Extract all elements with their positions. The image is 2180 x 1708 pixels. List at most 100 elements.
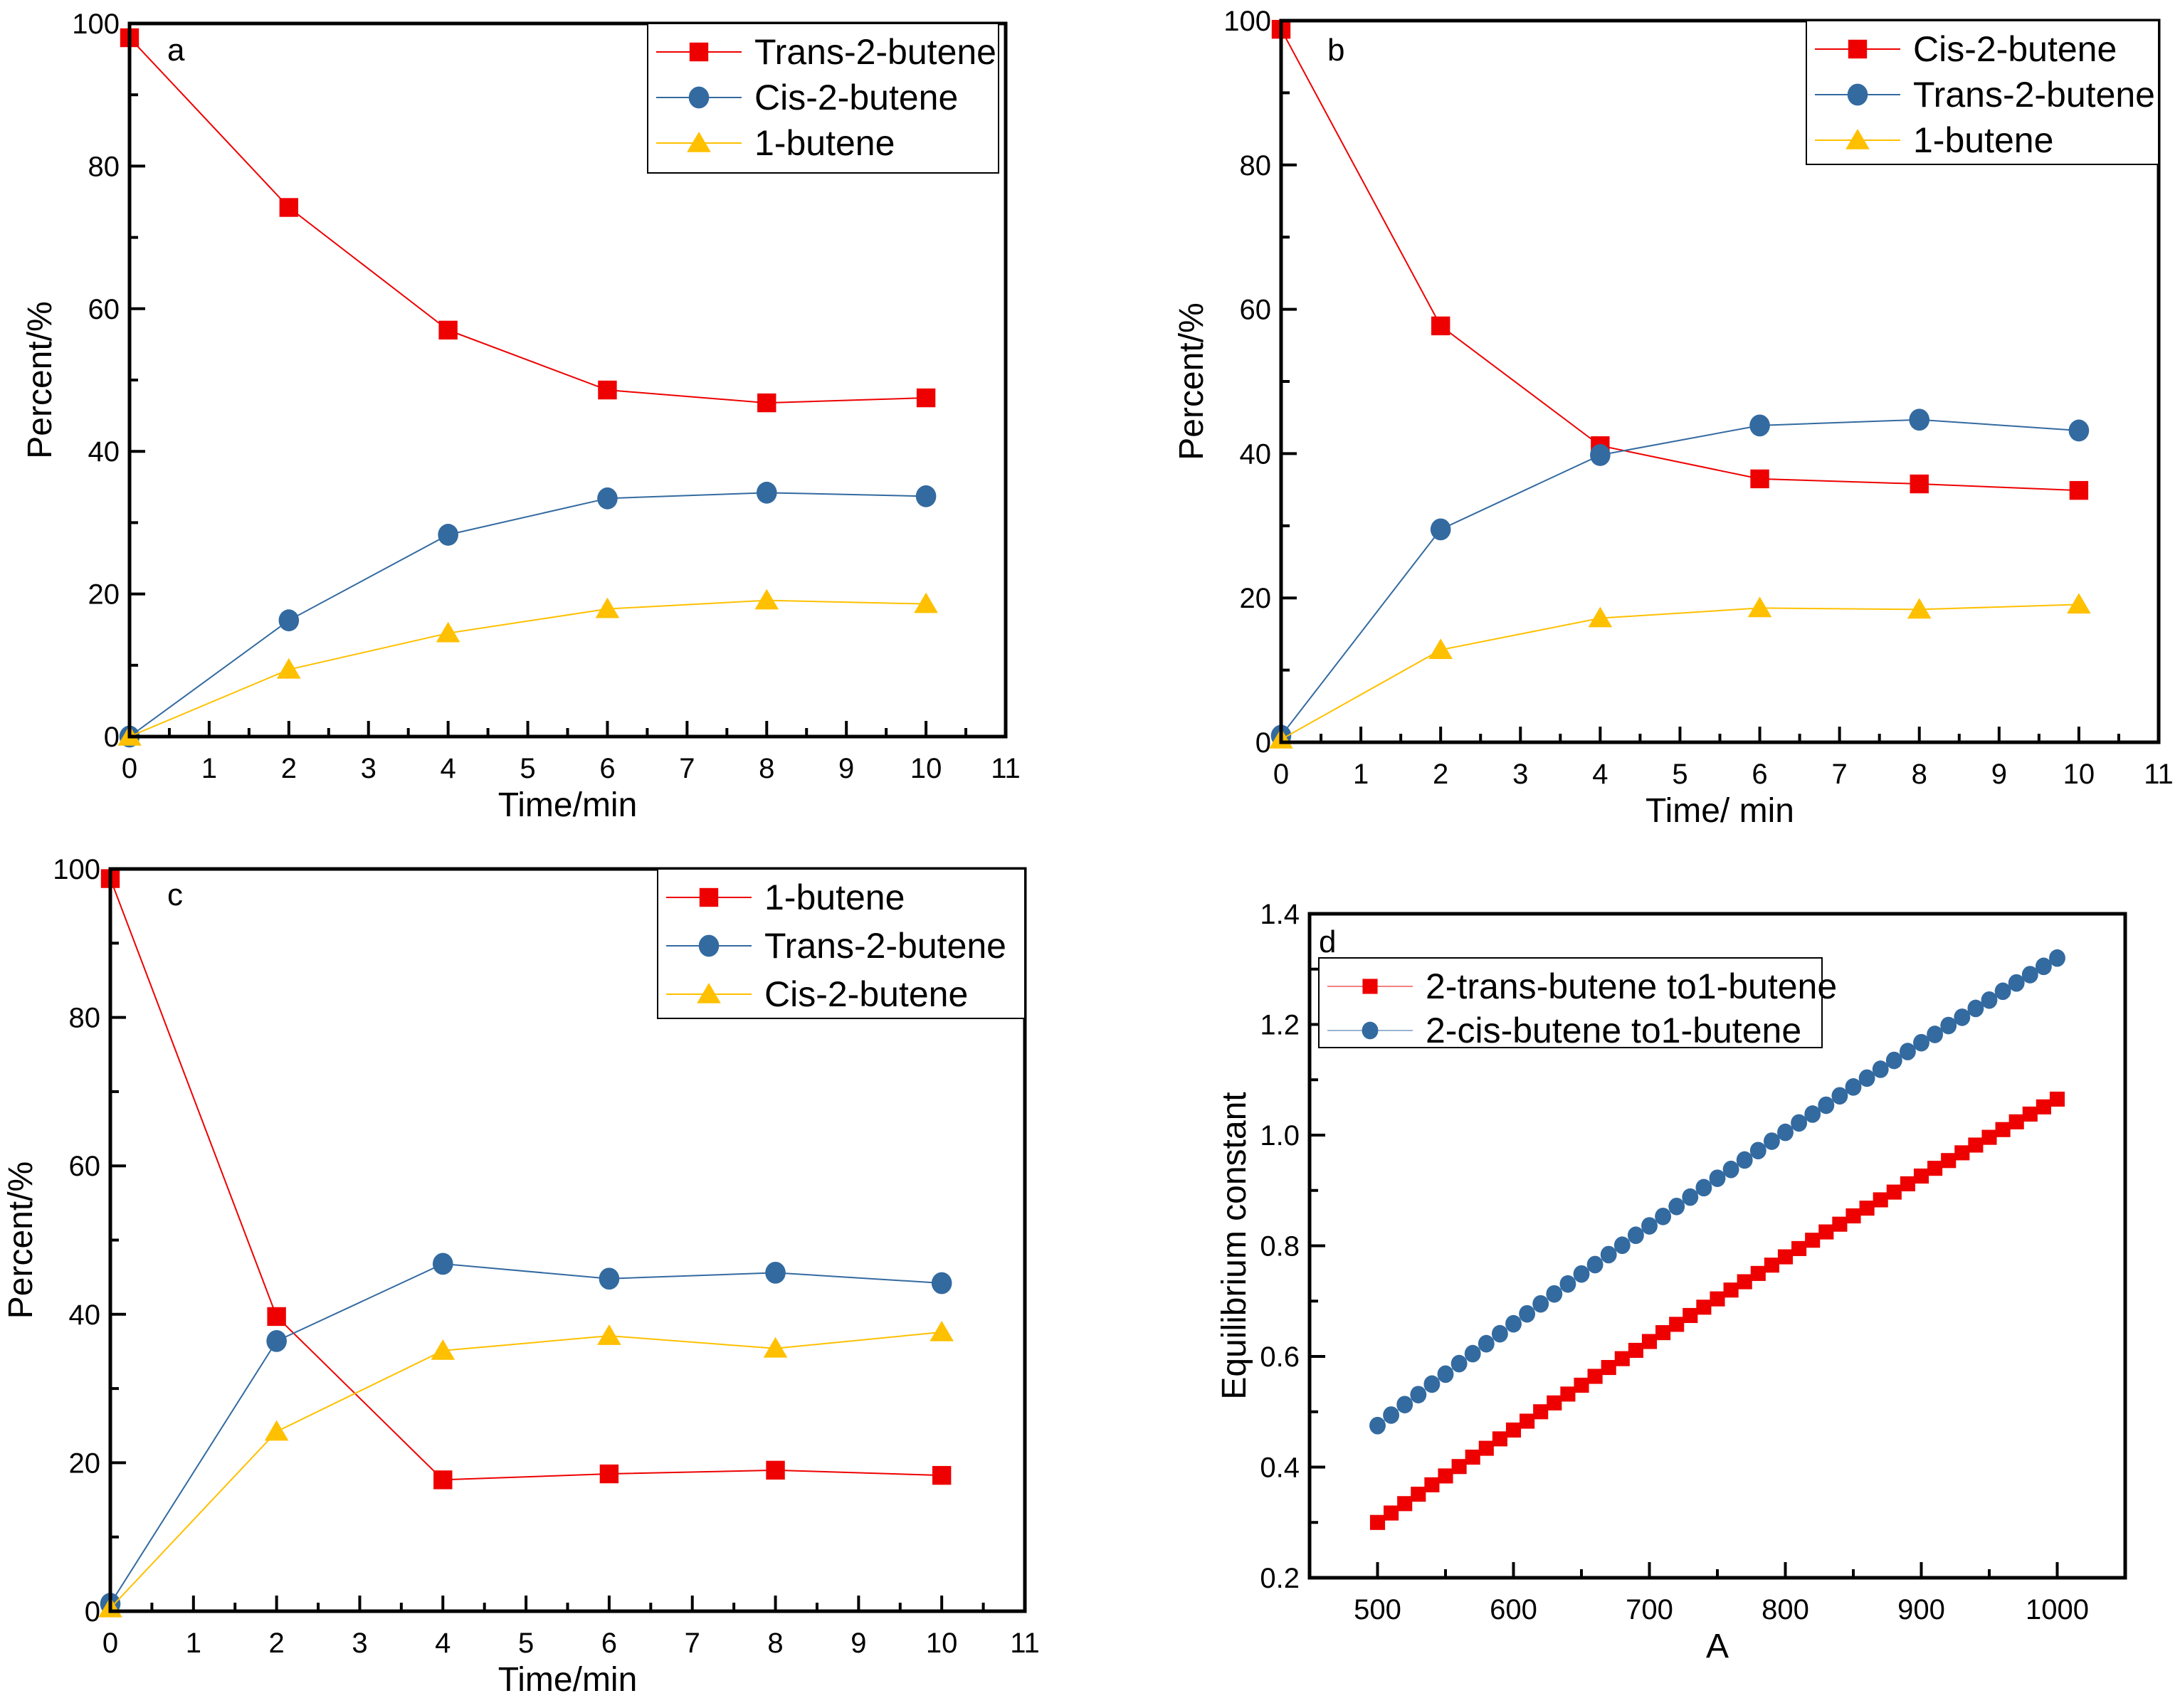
y-tick-label: 40 (1240, 438, 1272, 470)
panel-label: a (167, 33, 185, 68)
data-point-square (1411, 1487, 1426, 1502)
data-point-circle (1613, 1236, 1631, 1255)
data-point-triangle (597, 1324, 621, 1345)
series-line (129, 37, 927, 404)
series-cis-2-butene (98, 1320, 954, 1618)
x-tick-label: 8 (759, 753, 774, 784)
data-point-square (599, 1464, 619, 1484)
legend-marker-circle (1847, 83, 1868, 106)
x-tick-label: 7 (1832, 759, 1848, 790)
series-line (1280, 603, 2079, 740)
y-axis-title: Percent/% (2, 1161, 40, 1319)
legend: 2-trans-butene to1-butene 2-cis-butene to… (1318, 957, 1837, 1050)
data-point-circle (1627, 1226, 1644, 1245)
data-point-circle (2021, 966, 2038, 984)
x-tick-label: 1 (186, 1628, 201, 1659)
legend-label: 2-cis-butene to1-butene (1426, 1011, 1801, 1050)
data-point-square (1492, 1431, 1507, 1447)
data-point-square (1723, 1282, 1739, 1298)
x-tick-label: 700 (1626, 1594, 1673, 1625)
data-point-circle (1437, 1365, 1454, 1383)
data-point-square (2008, 1114, 2024, 1129)
x-tick-label: 6 (599, 753, 615, 784)
data-point-square (1900, 1176, 1915, 1191)
data-point-square (1655, 1325, 1671, 1341)
data-point-circle (278, 609, 300, 632)
y-axis-title: Equilibrium constant (1216, 1092, 1253, 1399)
series-trans-2-butene (1270, 408, 2090, 747)
x-tick-label: 5 (1672, 759, 1687, 790)
chart-panel-d: 500 600 700 800 900 1000 0.2 0.4 0.6 0.8 1.0 1.2 1.4… (1216, 899, 2127, 1665)
legend-marker-square (699, 887, 719, 907)
data-point-circle (1559, 1275, 1576, 1293)
legend-marker-circle (698, 934, 720, 957)
x-tick-label: 10 (926, 1628, 958, 1659)
data-point-circle (1369, 1416, 1386, 1435)
data-point-square (916, 388, 936, 408)
data-point-circle (1430, 518, 1451, 541)
x-tick-label: 8 (767, 1628, 783, 1659)
legend: Trans-2-butene Cis-2-butene 1-butene (647, 23, 999, 174)
data-point-circle (1736, 1151, 1753, 1169)
panel-label: b (1327, 33, 1344, 68)
data-point-square (1520, 1413, 1535, 1429)
data-point-circle (1899, 1043, 1916, 1060)
legend-label: 1-butene (1913, 120, 2053, 160)
data-point-square (1465, 1449, 1480, 1465)
x-tick-label: 9 (1991, 759, 2007, 790)
chart-panel-c: 0 1 2 3 4 5 6 7 8 9 10 11 0 20 40 60 80 100 Time/min Percen… (2, 854, 1040, 1699)
y-tick-label: 0 (85, 1596, 100, 1628)
y-tick-label: 20 (69, 1448, 101, 1479)
x-tick-label: 0 (102, 1628, 118, 1659)
data-point-circle (1872, 1060, 1889, 1078)
plot-frame (1279, 19, 2161, 744)
data-point-square (1369, 1514, 1386, 1530)
x-tick-label: 1 (201, 753, 217, 784)
data-point-square (1913, 1168, 1929, 1184)
x-tick-label: 0 (122, 753, 137, 784)
data-point-square (1533, 1404, 1549, 1420)
x-tick-label: 3 (361, 753, 377, 784)
legend-marker-circle (688, 86, 710, 109)
data-point-square (1683, 1307, 1698, 1324)
data-point-triangle (277, 658, 301, 679)
data-point-square (1696, 1300, 1712, 1315)
data-point-circle (1981, 991, 1998, 1009)
data-point-square (1954, 1145, 1970, 1161)
data-point-square (1968, 1137, 1984, 1153)
x-tick-label: 4 (435, 1628, 451, 1659)
data-point-triangle (754, 589, 779, 610)
series-trans-2-butene (100, 1253, 952, 1615)
data-point-square (1791, 1240, 1807, 1256)
data-point-square (932, 1465, 952, 1485)
y-tick-label: 100 (72, 9, 120, 40)
data-point-square (1438, 1468, 1453, 1484)
plot-frame (1307, 912, 2127, 1580)
legend-label: Trans-2-butene (764, 926, 1006, 966)
x-tick-label: 0 (1273, 759, 1289, 790)
data-point-square (1641, 1334, 1658, 1349)
series-line (1280, 418, 2079, 737)
panel-label: d (1319, 924, 1336, 959)
legend-label: Cis-2-butene (764, 974, 968, 1014)
y-tick-label: 20 (1240, 583, 1272, 614)
series-line (129, 599, 927, 737)
x-tick-label: 4 (441, 753, 456, 784)
data-point-circle (1927, 1026, 1944, 1043)
series-line (129, 492, 927, 737)
data-point-square (1397, 1496, 1413, 1512)
x-tick-label: 7 (685, 1628, 700, 1659)
data-point-square (1451, 1459, 1467, 1475)
data-point-circle (2049, 949, 2065, 967)
x-tick-label: 9 (838, 753, 854, 784)
x-axis-title: Time/min (498, 1661, 638, 1699)
legend-marker-triangle (687, 132, 711, 152)
x-tick-label: 500 (1354, 1594, 1401, 1625)
x-tick-label: 4 (1592, 759, 1608, 790)
data-point-circle (1804, 1105, 1821, 1123)
data-point-circle (1546, 1285, 1563, 1303)
legend-marker-square (1362, 979, 1378, 994)
data-point-triangle (595, 597, 620, 618)
legend-label: Trans-2-butene (754, 32, 996, 72)
